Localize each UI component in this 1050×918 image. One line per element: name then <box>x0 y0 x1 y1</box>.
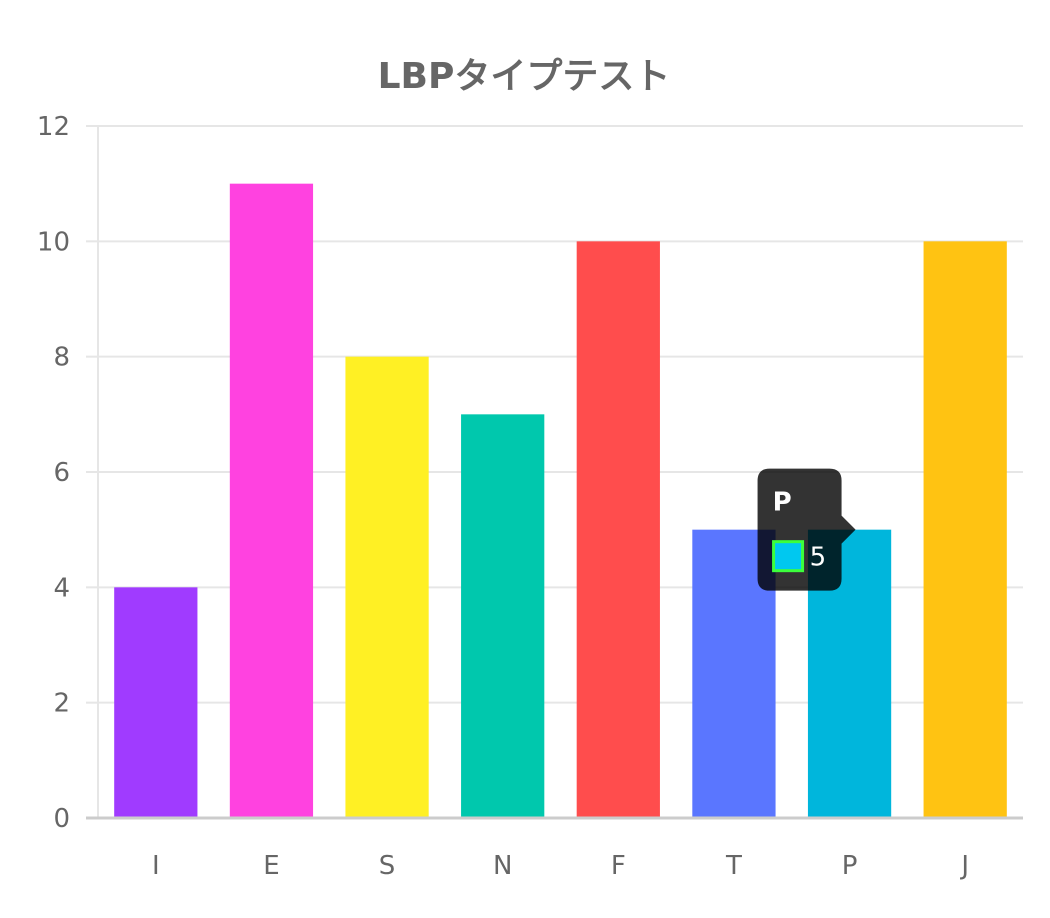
x-tick-label-I: I <box>152 851 160 881</box>
y-tick-label-6: 6 <box>53 458 70 488</box>
tooltip-value: 5 <box>810 543 827 573</box>
tooltip-category: P <box>773 488 792 518</box>
x-tick-label-F: F <box>611 851 626 881</box>
bar-N[interactable] <box>461 414 545 818</box>
y-tick-label-12: 12 <box>37 112 70 142</box>
y-tick-label-0: 0 <box>53 804 70 834</box>
y-tick-label-4: 4 <box>53 573 70 603</box>
bar-E[interactable] <box>229 183 314 818</box>
x-tick-label-E: E <box>263 851 279 881</box>
bar-S[interactable] <box>345 356 429 818</box>
y-tick-label-8: 8 <box>53 343 70 373</box>
x-tick-label-T: T <box>725 851 742 881</box>
bar-I[interactable] <box>114 587 198 818</box>
x-tick-label-S: S <box>379 851 396 881</box>
x-tick-label-J: J <box>959 851 969 881</box>
bars <box>114 183 1007 819</box>
tooltip: P 5 <box>757 468 856 591</box>
x-tick-label-N: N <box>493 851 512 881</box>
x-tick-label-P: P <box>842 851 858 881</box>
tooltip-swatch <box>772 540 805 573</box>
bar-J[interactable] <box>923 241 1007 819</box>
chart-title: LBPタイプテスト <box>378 56 671 97</box>
bar-F[interactable] <box>576 241 660 819</box>
y-tick-label-2: 2 <box>53 689 70 719</box>
y-axis-ticks: 0 2 4 6 8 10 12 <box>37 112 70 834</box>
y-tick-label-10: 10 <box>37 227 70 257</box>
